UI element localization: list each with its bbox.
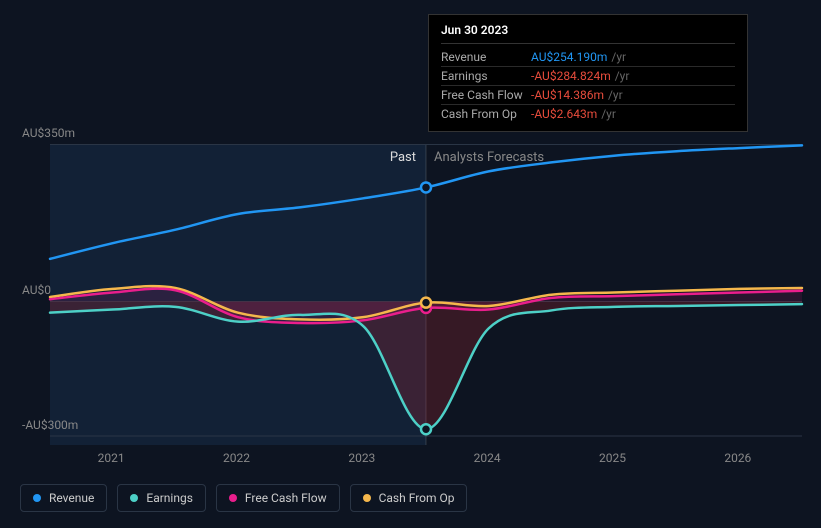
x-axis-label: 2025 xyxy=(599,451,626,465)
tooltip-date: Jun 30 2023 xyxy=(441,23,735,44)
legend-item-revenue[interactable]: Revenue xyxy=(20,484,107,512)
legend-dot-icon xyxy=(363,494,371,502)
forecast-section-label: Analysts Forecasts xyxy=(434,150,544,165)
tooltip-row: Earnings-AU$284.824m/yr xyxy=(441,67,735,86)
tooltip-row-label: Earnings xyxy=(441,69,531,83)
tooltip-row-value: -AU$14.386m/yr xyxy=(531,88,735,102)
legend-dot-icon xyxy=(130,494,138,502)
legend-item-cfo[interactable]: Cash From Op xyxy=(350,484,468,512)
legend-item-fcf[interactable]: Free Cash Flow xyxy=(216,484,340,512)
legend-label: Revenue xyxy=(49,491,94,505)
x-axis-label: 2022 xyxy=(223,451,250,465)
tooltip-row-value: AU$254.190m/yr xyxy=(531,50,735,64)
x-axis-label: 2023 xyxy=(348,451,375,465)
tooltip-row: Cash From Op-AU$2.643m/yr xyxy=(441,105,735,123)
tooltip-row-label: Free Cash Flow xyxy=(441,88,531,102)
legend-dot-icon xyxy=(33,494,41,502)
chart-legend: Revenue Earnings Free Cash Flow Cash From O… xyxy=(20,484,467,512)
chart-tooltip: Jun 30 2023 RevenueAU$254.190m/yrEarning… xyxy=(428,14,748,132)
x-axis-label: 2026 xyxy=(724,451,751,465)
x-axis-label: 2024 xyxy=(474,451,501,465)
tooltip-row-label: Revenue xyxy=(441,50,531,64)
legend-label: Earnings xyxy=(146,491,193,505)
past-section-label: Past xyxy=(376,150,416,165)
y-axis-label: AU$350m xyxy=(22,126,75,140)
legend-label: Cash From Op xyxy=(379,491,455,505)
tooltip-row-label: Cash From Op xyxy=(441,107,531,121)
x-axis-label: 2021 xyxy=(98,451,125,465)
tooltip-row: Free Cash Flow-AU$14.386m/yr xyxy=(441,86,735,105)
tooltip-row: RevenueAU$254.190m/yr xyxy=(441,48,735,67)
y-axis-label: AU$0 xyxy=(22,283,51,297)
legend-label: Free Cash Flow xyxy=(245,491,327,505)
legend-item-earnings[interactable]: Earnings xyxy=(117,484,206,512)
tooltip-row-value: -AU$2.643m/yr xyxy=(531,107,735,121)
legend-dot-icon xyxy=(229,494,237,502)
y-axis-label: -AU$300m xyxy=(22,418,78,432)
tooltip-row-value: -AU$284.824m/yr xyxy=(531,69,735,83)
